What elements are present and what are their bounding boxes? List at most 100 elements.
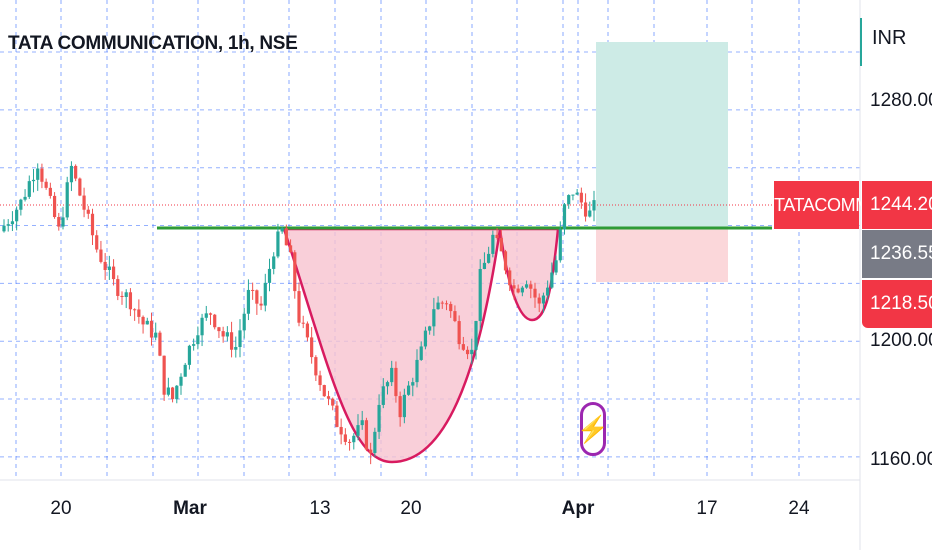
candle-body	[398, 396, 402, 418]
candle-body	[377, 404, 381, 432]
candle-body	[288, 245, 293, 253]
candle-body	[204, 313, 208, 318]
candle-body	[402, 394, 406, 418]
candle-body	[284, 228, 288, 246]
candle-body	[453, 311, 457, 322]
time-label-apr: Apr	[561, 498, 595, 519]
candle-body	[428, 326, 432, 331]
candle-body	[369, 449, 373, 453]
candle-body	[213, 314, 217, 328]
candle-body	[579, 192, 583, 203]
lightning-icon[interactable]: ⚡	[577, 402, 609, 456]
candle-body	[208, 313, 213, 315]
candle-body	[520, 287, 524, 293]
candle-body	[491, 234, 495, 254]
candle-body	[314, 357, 318, 376]
candle-body	[23, 196, 27, 200]
candle-body	[82, 195, 86, 210]
candle-body	[310, 337, 314, 358]
candle-body	[116, 279, 120, 296]
candle-body	[394, 367, 398, 397]
candle-body	[175, 385, 179, 400]
candle-body	[588, 210, 592, 217]
currency-marker	[860, 18, 862, 66]
candle-body	[246, 289, 251, 314]
candle-body	[390, 367, 394, 383]
candle-body	[537, 297, 541, 304]
time-label-17: 17	[696, 498, 718, 519]
stop-zone	[596, 228, 728, 282]
candle-body	[162, 355, 166, 395]
candle-body	[461, 344, 465, 350]
time-label-mar: Mar	[173, 498, 207, 519]
candle-body	[234, 347, 238, 350]
candle-body	[339, 426, 343, 435]
candle-body	[567, 195, 571, 205]
candle-body	[440, 302, 444, 304]
price-tick-1200: 1200.00	[870, 330, 932, 351]
candle-body	[217, 327, 221, 332]
candle-body	[6, 224, 10, 226]
candle-body	[99, 249, 103, 262]
candle-body	[503, 251, 508, 271]
candle-body	[364, 420, 369, 450]
candle-body	[326, 396, 331, 399]
candle-body	[583, 202, 588, 217]
candle-body	[124, 292, 128, 297]
time-label-13: 13	[309, 498, 331, 519]
price-tick-1160: 1160.00	[870, 449, 932, 470]
candle-body	[293, 252, 297, 292]
candle-body	[15, 209, 19, 222]
candle-body	[356, 425, 360, 436]
candle-body	[221, 331, 225, 337]
candle-body	[592, 200, 596, 211]
candle-body	[276, 231, 280, 257]
candles	[2, 161, 596, 465]
candle-body	[512, 285, 516, 289]
candle-body	[352, 435, 356, 443]
candle-body	[158, 332, 162, 356]
candle-body	[196, 335, 200, 345]
candle-body	[10, 221, 15, 225]
candle-body	[419, 346, 423, 360]
candle-body	[499, 237, 503, 252]
candle-body	[225, 332, 229, 337]
candle-body	[406, 385, 411, 395]
cup-pattern	[282, 227, 502, 464]
candle-body	[423, 330, 428, 347]
candle-body	[137, 309, 141, 317]
candle-body	[373, 431, 377, 453]
candle-body	[31, 179, 36, 182]
candle-body	[52, 195, 57, 218]
candle-body	[432, 309, 436, 327]
currency-label[interactable]: INR	[872, 27, 907, 49]
candle-body	[263, 282, 267, 306]
candle-body	[57, 217, 61, 227]
candle-body	[411, 382, 415, 386]
candle-body	[2, 225, 6, 232]
candle-body	[474, 320, 478, 350]
candle-body	[192, 344, 196, 346]
stop-price-tag: 1218.50	[862, 280, 932, 328]
candle-body	[74, 165, 78, 179]
candle-body	[533, 288, 537, 298]
candle-body	[65, 182, 69, 218]
entry-price-tag: 1236.55	[862, 230, 932, 278]
candle-body	[19, 199, 23, 210]
candle-body	[145, 320, 149, 325]
candle-body	[516, 288, 520, 293]
candle-body	[78, 178, 82, 196]
candle-body	[482, 262, 487, 270]
candle-body	[457, 321, 461, 345]
candle-body	[166, 387, 170, 395]
candle-body	[529, 284, 533, 289]
candle-body	[267, 268, 272, 283]
candle-body	[238, 330, 242, 348]
candle-body	[385, 382, 390, 387]
candle-body	[550, 272, 554, 288]
time-label-20-mar: 20	[400, 498, 422, 519]
symbol-price-tag[interactable]: TATACOMM	[774, 181, 870, 229]
candle-body	[259, 303, 263, 306]
candle-body	[103, 261, 107, 271]
